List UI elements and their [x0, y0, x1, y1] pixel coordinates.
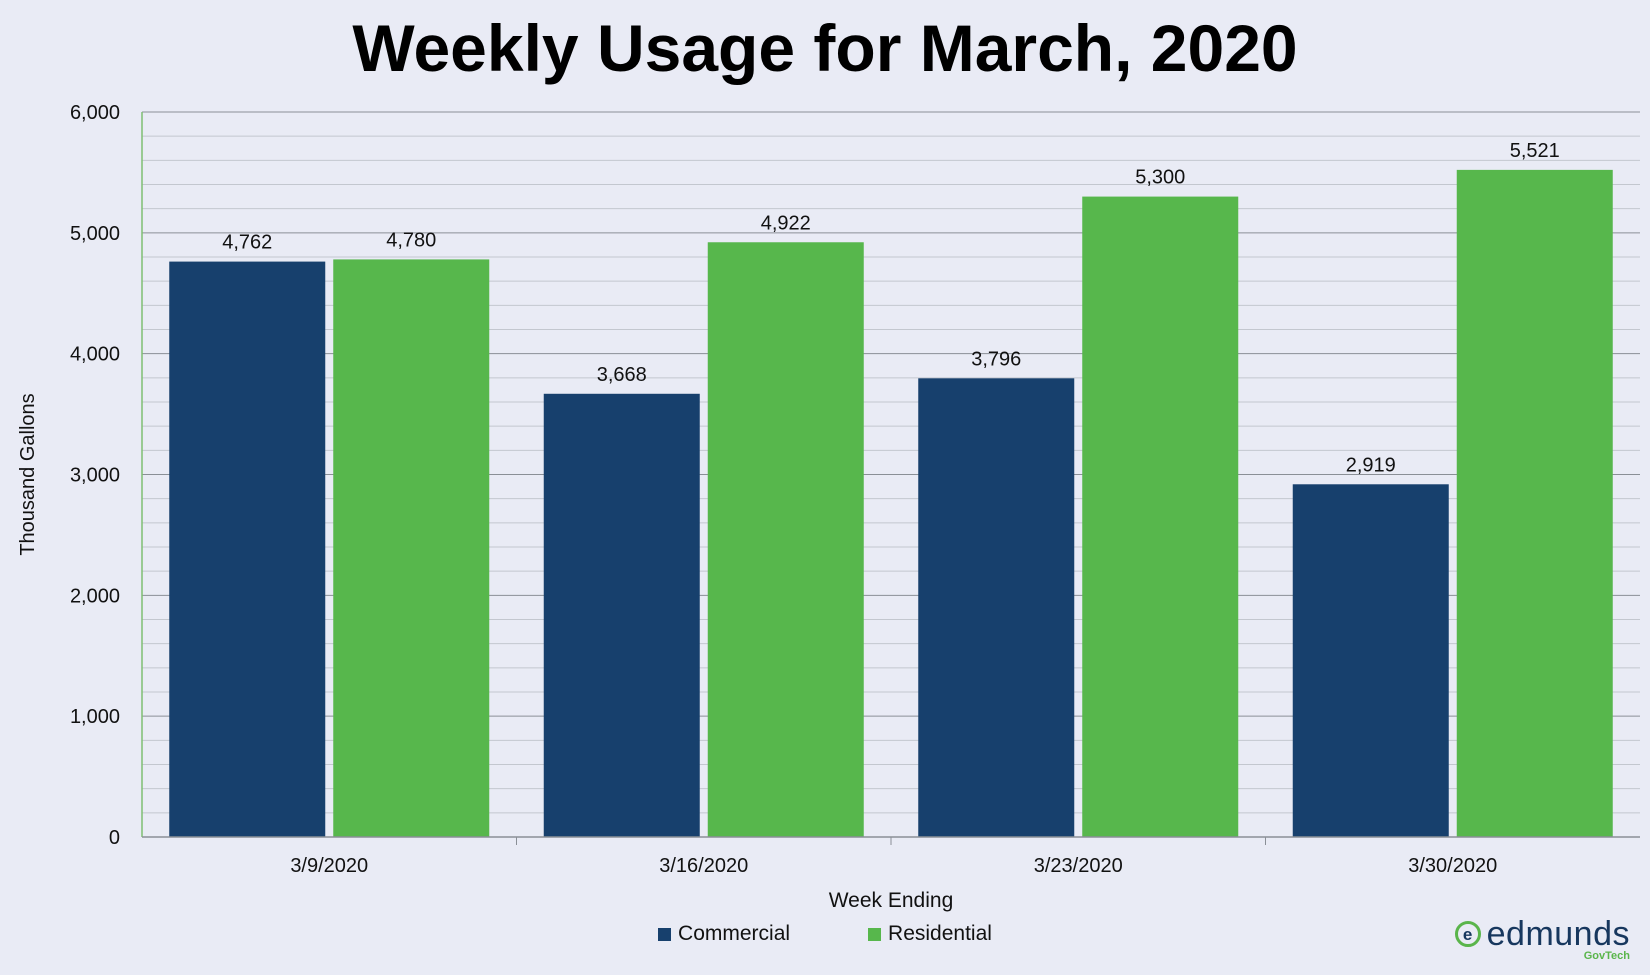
bar-residential	[707, 242, 864, 838]
x-tick-label: 3/30/2020	[1408, 855, 1497, 877]
y-tick-label: 3,000	[70, 465, 120, 487]
legend-item-residential: Residential	[868, 922, 992, 946]
chart-legend: Commercial Residential	[0, 922, 1650, 946]
logo-name: edmunds	[1486, 915, 1630, 953]
data-label: 4,762	[222, 232, 272, 254]
legend-label-residential: Residential	[888, 922, 992, 945]
edmunds-logo-icon: e	[1454, 921, 1481, 947]
y-tick-label: 4,000	[70, 344, 120, 366]
x-axis-title: Week Ending	[829, 889, 954, 912]
data-label: 3,668	[597, 364, 647, 386]
y-tick-label: 5,000	[70, 223, 120, 245]
data-label: 5,521	[1510, 140, 1560, 162]
y-tick-label: 2,000	[70, 585, 120, 607]
legend-swatch-residential	[868, 927, 882, 941]
bar-commercial	[918, 378, 1075, 837]
bar-residential	[1456, 169, 1613, 838]
data-label: 4,922	[761, 212, 811, 234]
data-label: 2,919	[1346, 454, 1396, 476]
y-axis-title: Thousand Gallons	[17, 393, 39, 555]
legend-label-commercial: Commercial	[678, 922, 791, 945]
data-label: 3,796	[971, 348, 1021, 370]
x-tick-label: 3/16/2020	[659, 855, 748, 877]
chart-title: Weekly Usage for March, 2020	[352, 11, 1298, 85]
legend-swatch-commercial	[658, 927, 672, 941]
bar-commercial	[169, 261, 326, 837]
y-tick-label: 1,000	[70, 706, 120, 728]
logo-subtitle: GovTech	[1583, 950, 1630, 962]
logo-text: edmunds GovTech	[1486, 915, 1630, 962]
bar-residential	[333, 259, 490, 838]
y-tick-label: 0	[109, 827, 120, 849]
bar-commercial	[1292, 484, 1449, 837]
data-label: 5,300	[1135, 167, 1185, 189]
x-tick-label: 3/9/2020	[290, 855, 368, 877]
x-tick-label: 3/23/2020	[1034, 855, 1123, 877]
legend-item-commercial: Commercial	[658, 922, 790, 946]
data-label: 4,780	[386, 229, 436, 251]
bar-residential	[1082, 196, 1239, 838]
edmunds-logo: e edmunds GovTech	[1454, 915, 1630, 962]
bar-commercial	[543, 393, 700, 837]
y-tick-label: 6,000	[70, 102, 120, 124]
